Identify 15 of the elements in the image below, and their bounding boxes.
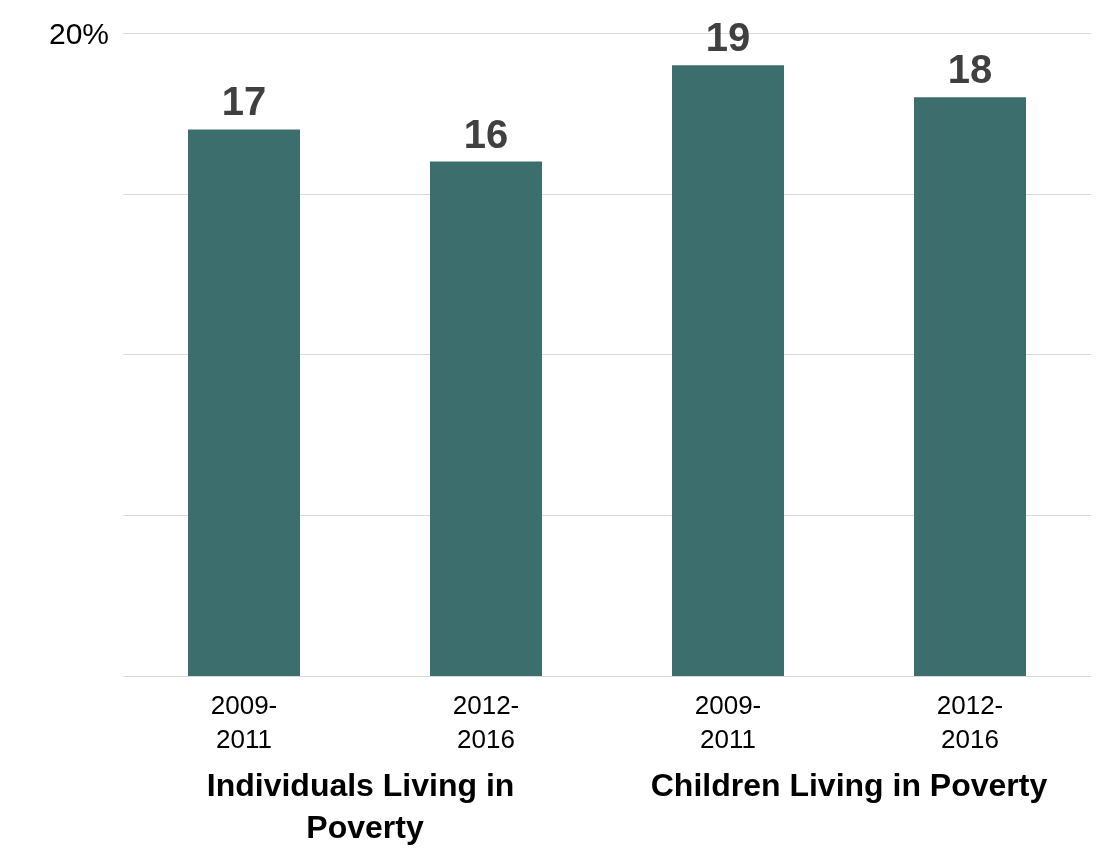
data-label: 17 xyxy=(221,79,267,124)
x-tick-label: 2012-2016 xyxy=(452,690,520,754)
y-tick-label: 20% xyxy=(48,16,109,50)
data-label: 19 xyxy=(705,15,751,60)
data-label: 18 xyxy=(947,47,993,92)
data-label: 16 xyxy=(463,111,509,156)
text: Children Living in Poverty xyxy=(650,767,1048,803)
text: Individuals Living in Poverty xyxy=(206,767,524,845)
x-tick-label: 2009-2011 xyxy=(694,690,762,754)
bar xyxy=(914,97,1026,676)
x-tick-label: 2012-2016 xyxy=(936,690,1004,754)
bar xyxy=(430,161,542,676)
bar xyxy=(188,129,300,676)
bar xyxy=(672,65,784,676)
x-tick-label: 2009-2011 xyxy=(210,690,278,754)
